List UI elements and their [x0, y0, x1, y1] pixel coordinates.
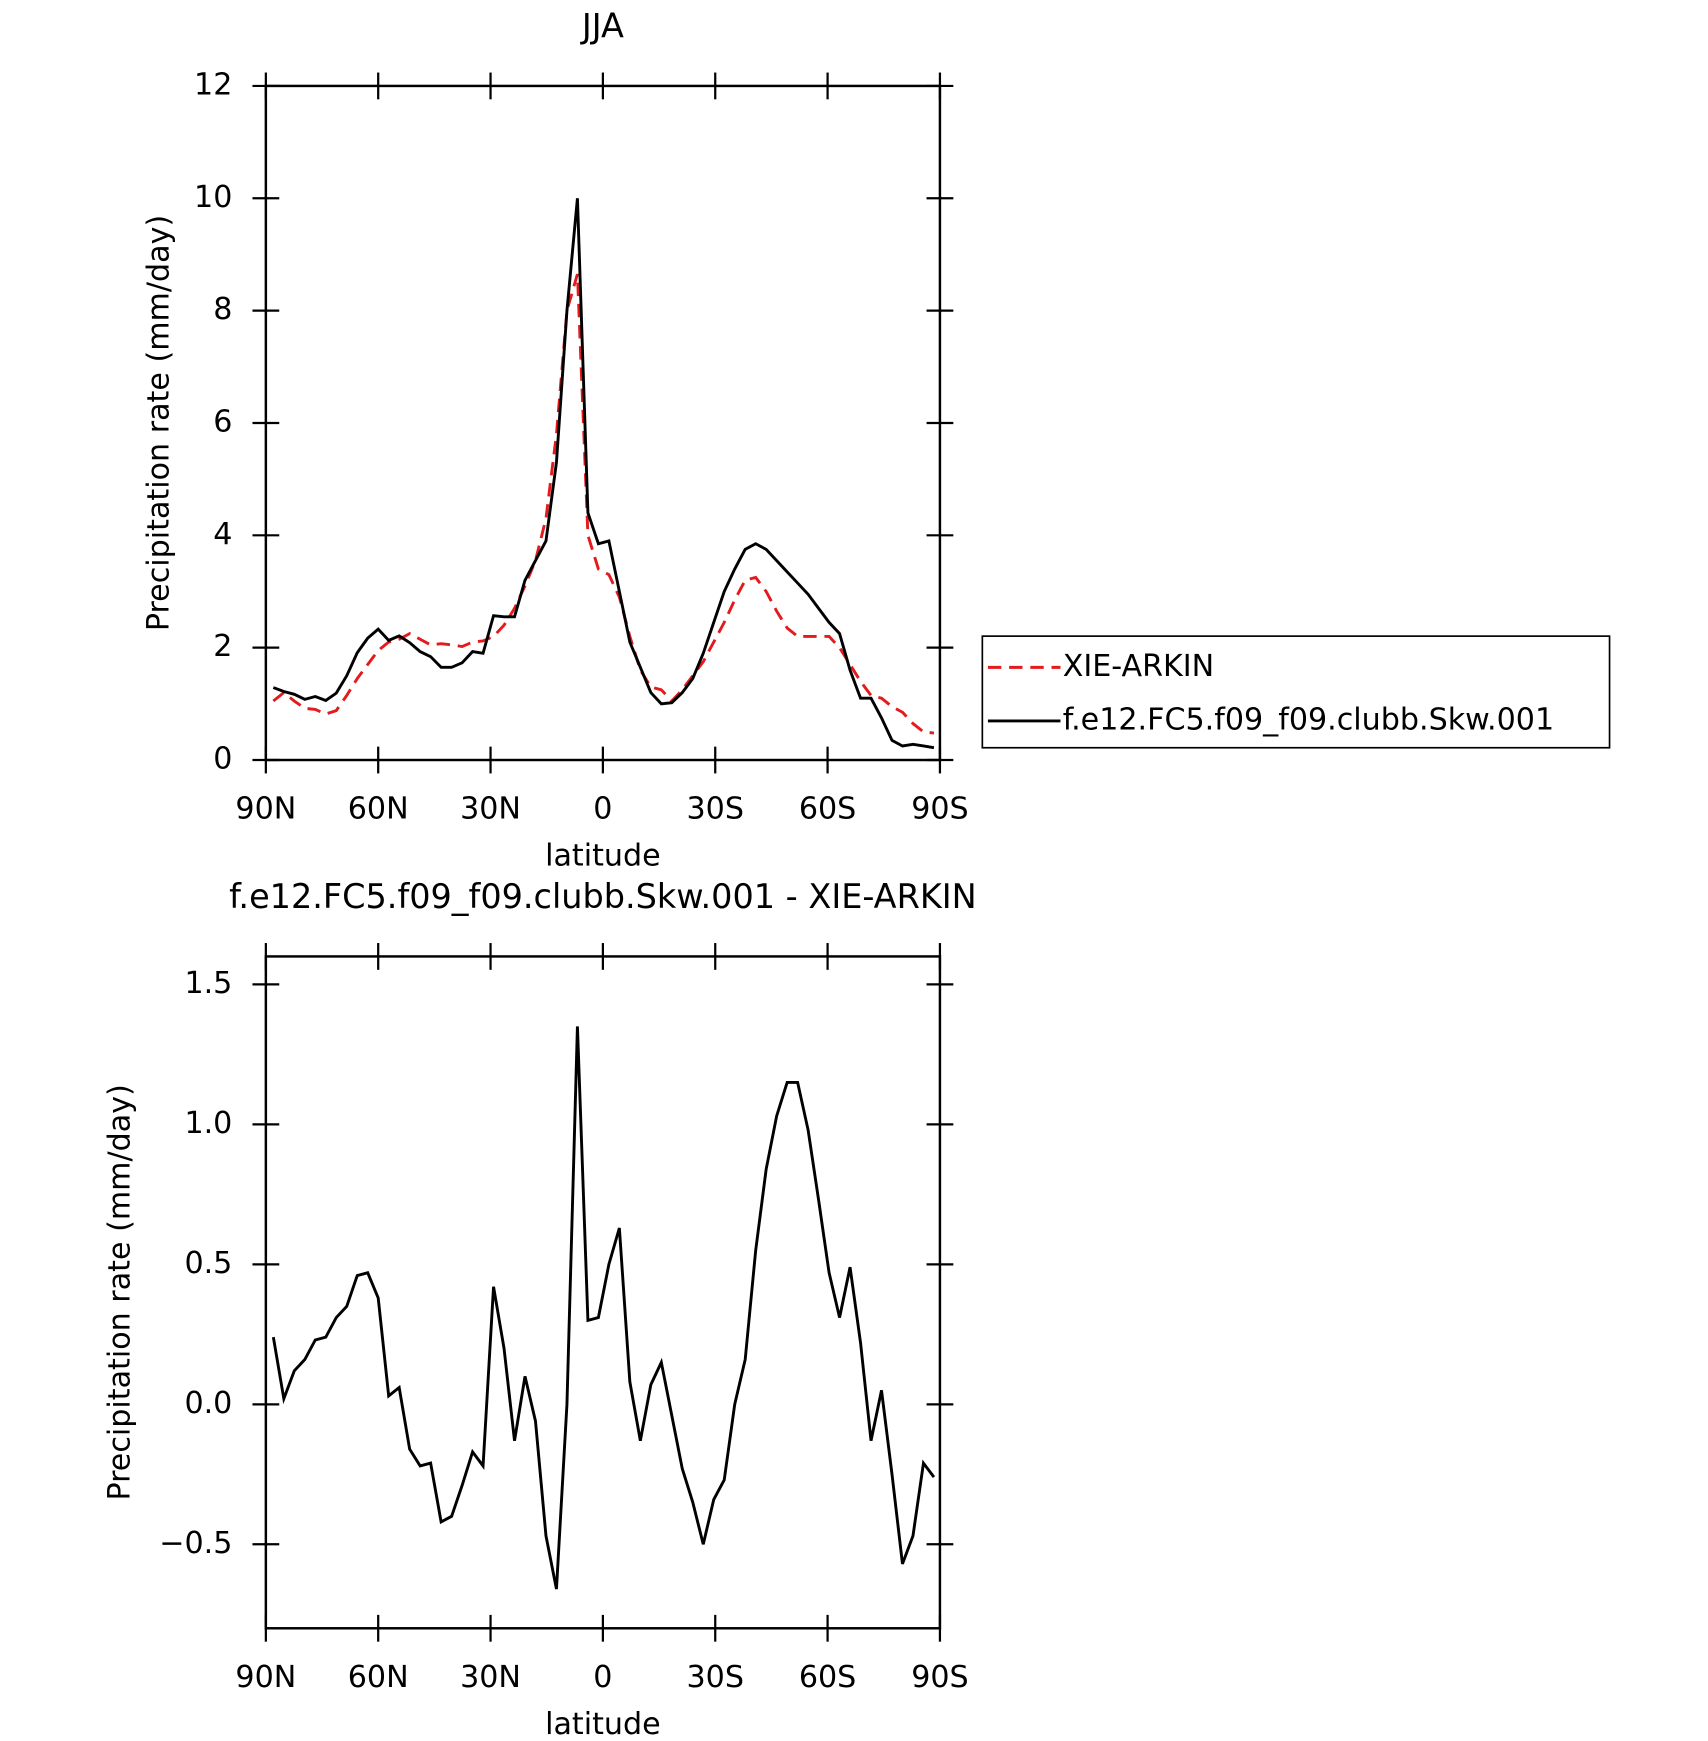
x-tick-label: 90N [235, 792, 296, 827]
y-tick-label: 0.5 [184, 1246, 232, 1281]
x-tick-label: 60N [348, 1660, 409, 1695]
x-tick-label: 30N [460, 1660, 521, 1695]
y-tick-label: 2 [213, 629, 232, 664]
y-tick-label: 1.0 [184, 1106, 232, 1141]
y-tick-label: 0 [213, 742, 232, 777]
y-tick-label: 1.5 [184, 966, 232, 1001]
x-tick-label: 0 [593, 1660, 612, 1695]
y-axis-label: Precipitation rate (mm/day) [102, 1084, 137, 1500]
data-line [272, 273, 935, 735]
x-tick-label: 30S [687, 792, 744, 827]
x-tick-label: 30N [460, 792, 521, 827]
y-axis-label: Precipitation rate (mm/day) [141, 215, 176, 631]
x-tick-label: 60N [348, 792, 409, 827]
chart-title: JJA [580, 6, 624, 45]
y-tick-label: 4 [213, 517, 232, 552]
y-tick-label: −0.5 [159, 1526, 232, 1561]
y-tick-label: 12 [194, 67, 232, 102]
legend-label: f.e12.FC5.f09_f09.clubb.Skw.001 [1063, 702, 1554, 737]
plot-frame [264, 84, 942, 762]
x-tick-label: 90S [911, 1660, 968, 1695]
x-tick-label: 90S [911, 792, 968, 827]
x-tick-label: 90N [235, 1660, 296, 1695]
y-tick-label: 8 [213, 292, 232, 327]
legend-label: XIE-ARKIN [1063, 649, 1214, 684]
y-tick-label: 10 [194, 180, 232, 215]
x-tick-label: 0 [593, 792, 612, 827]
x-tick-label: 60S [799, 1660, 856, 1695]
data-line [272, 198, 935, 750]
x-axis-label: latitude [545, 1707, 661, 1741]
legend-box [981, 635, 1611, 749]
data-line [271, 1026, 936, 1590]
chart-title: f.e12.FC5.f09_f09.clubb.Skw.001 - XIE-AR… [229, 877, 977, 916]
x-tick-label: 30S [687, 1660, 744, 1695]
y-tick-label: 0.0 [184, 1386, 232, 1421]
y-tick-label: 6 [213, 404, 232, 439]
x-tick-label: 60S [799, 792, 856, 827]
x-axis-label: latitude [545, 839, 661, 874]
